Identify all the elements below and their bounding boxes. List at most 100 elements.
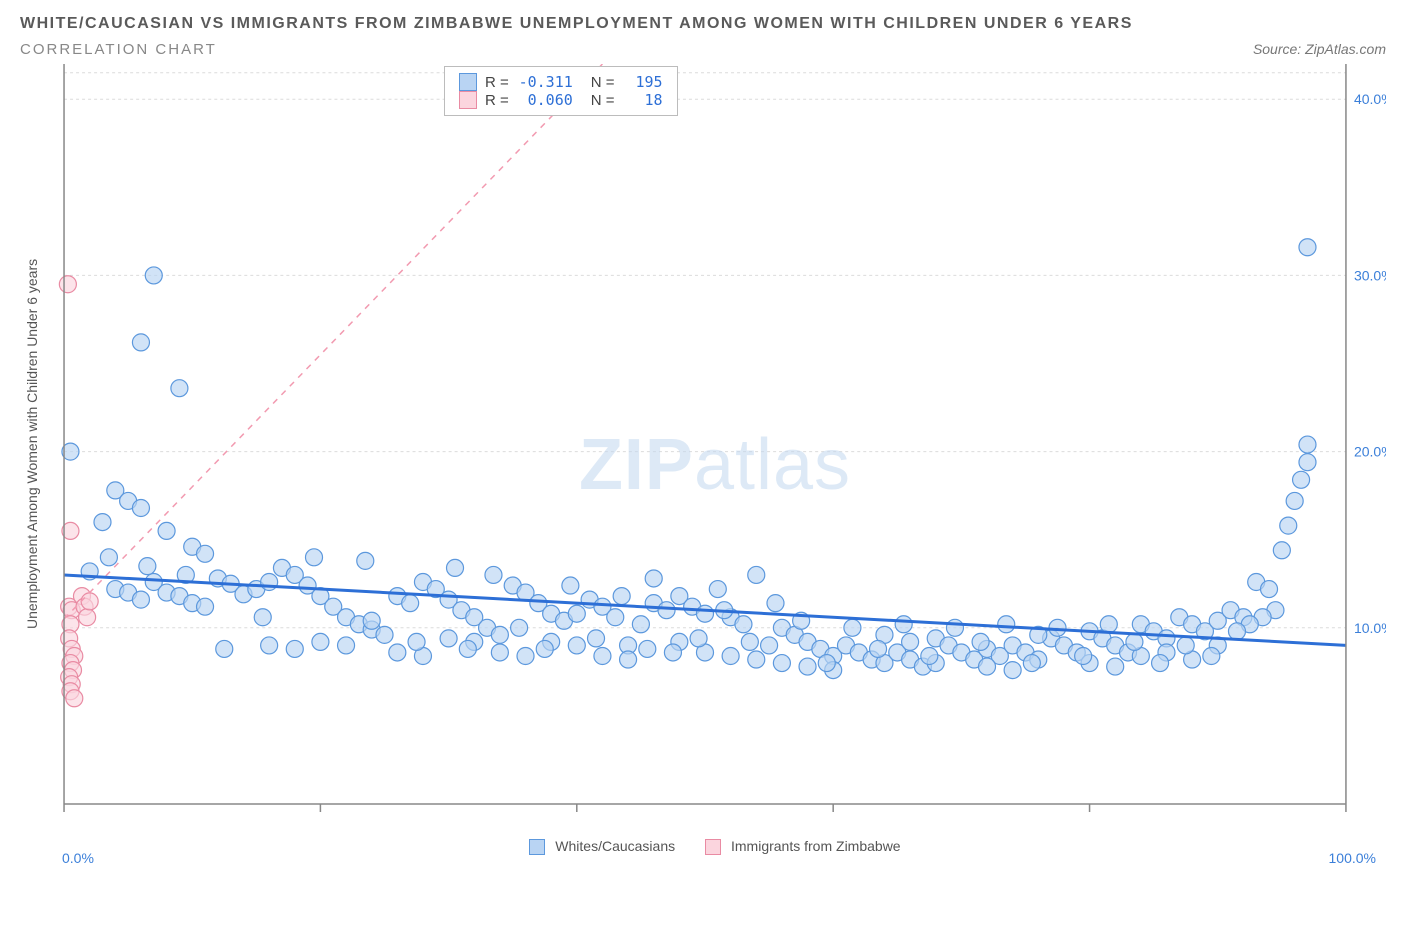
data-point [139, 558, 156, 575]
data-point [402, 595, 419, 612]
data-point [902, 633, 919, 650]
data-point [921, 648, 938, 665]
correlation-box: R = -0.311 N = 195 R = 0.060 N = 18 [444, 66, 678, 116]
corr-row-pink: R = 0.060 N = 18 [459, 91, 663, 109]
data-point [1286, 492, 1303, 509]
data-point [844, 619, 861, 636]
data-point [491, 626, 508, 643]
data-point [1299, 454, 1316, 471]
data-point [607, 609, 624, 626]
data-point [870, 640, 887, 657]
data-point [511, 619, 528, 636]
data-point [338, 637, 355, 654]
data-point [491, 644, 508, 661]
chart-subtitle: CORRELATION CHART [20, 41, 217, 58]
data-point [536, 640, 553, 657]
data-point [312, 633, 329, 650]
data-point [197, 598, 214, 615]
data-point [197, 545, 214, 562]
data-point [216, 640, 233, 657]
data-point [171, 380, 188, 397]
data-point [1299, 239, 1316, 256]
data-point [562, 577, 579, 594]
data-point [363, 612, 380, 629]
data-point [1228, 623, 1245, 640]
data-point [1273, 542, 1290, 559]
legend-label-blue: Whites/Caucasians [555, 838, 675, 854]
data-point [81, 593, 98, 610]
data-point [1280, 517, 1297, 534]
data-point [972, 633, 989, 650]
data-point [594, 648, 611, 665]
svg-text:30.0%: 30.0% [1354, 267, 1386, 283]
data-point [1261, 581, 1278, 598]
x-axis-label-right: 100.0% [1329, 850, 1376, 866]
bottom-legend: Whites/Caucasians Immigrants from Zimbab… [44, 838, 1386, 855]
data-point [1004, 662, 1021, 679]
data-point [376, 626, 393, 643]
data-point [818, 655, 835, 672]
legend-swatch-pink [705, 839, 721, 855]
data-point [761, 637, 778, 654]
data-point [1203, 648, 1220, 665]
data-point [588, 630, 605, 647]
data-point [748, 651, 765, 668]
data-point [978, 658, 995, 675]
data-point [132, 500, 149, 517]
legend-item-pink: Immigrants from Zimbabwe [705, 838, 900, 855]
data-point [690, 630, 707, 647]
data-point [799, 658, 816, 675]
x-axis-label-left: 0.0% [62, 850, 94, 866]
chart-container: Unemployment Among Women with Children U… [20, 64, 1386, 884]
data-point [254, 609, 271, 626]
data-point [517, 648, 534, 665]
data-point [100, 549, 117, 566]
data-point [658, 602, 675, 619]
data-point [773, 655, 790, 672]
data-point [1152, 655, 1169, 672]
data-point [748, 566, 765, 583]
data-point [632, 616, 649, 633]
data-point [1107, 658, 1124, 675]
svg-text:40.0%: 40.0% [1354, 91, 1386, 107]
data-point [1177, 637, 1194, 654]
svg-text:20.0%: 20.0% [1354, 444, 1386, 460]
data-point [408, 633, 425, 650]
data-point [709, 581, 726, 598]
data-point [357, 552, 374, 569]
corr-swatch-blue [459, 73, 477, 91]
data-point [440, 630, 457, 647]
source-attribution: Source: ZipAtlas.com [1253, 41, 1386, 57]
data-point [158, 522, 175, 539]
data-point [998, 616, 1015, 633]
data-point [446, 559, 463, 576]
data-point [1100, 616, 1117, 633]
legend-item-blue: Whites/Caucasians [529, 838, 675, 855]
legend-swatch-blue [529, 839, 545, 855]
svg-text:10.0%: 10.0% [1354, 620, 1386, 636]
data-point [286, 640, 303, 657]
data-point [1126, 633, 1143, 650]
scatter-plot: 10.0% 20.0% 30.0% 40.0% [44, 64, 1386, 844]
data-point [767, 595, 784, 612]
data-point [1075, 648, 1092, 665]
data-point [459, 640, 476, 657]
data-point [261, 637, 278, 654]
corr-row-blue: R = -0.311 N = 195 [459, 73, 663, 91]
data-point [741, 633, 758, 650]
y-axis-label: Unemployment Among Women with Children U… [20, 144, 44, 744]
data-point [735, 616, 752, 633]
data-point [94, 514, 111, 531]
data-point [1293, 471, 1310, 488]
data-point [895, 616, 912, 633]
data-point [145, 267, 162, 284]
data-point [620, 651, 637, 668]
data-point [722, 648, 739, 665]
data-point [696, 605, 713, 622]
data-point [568, 605, 585, 622]
legend-label-pink: Immigrants from Zimbabwe [731, 838, 901, 854]
data-point [645, 570, 662, 587]
data-point [132, 591, 149, 608]
data-point [1299, 436, 1316, 453]
data-point [389, 644, 406, 661]
